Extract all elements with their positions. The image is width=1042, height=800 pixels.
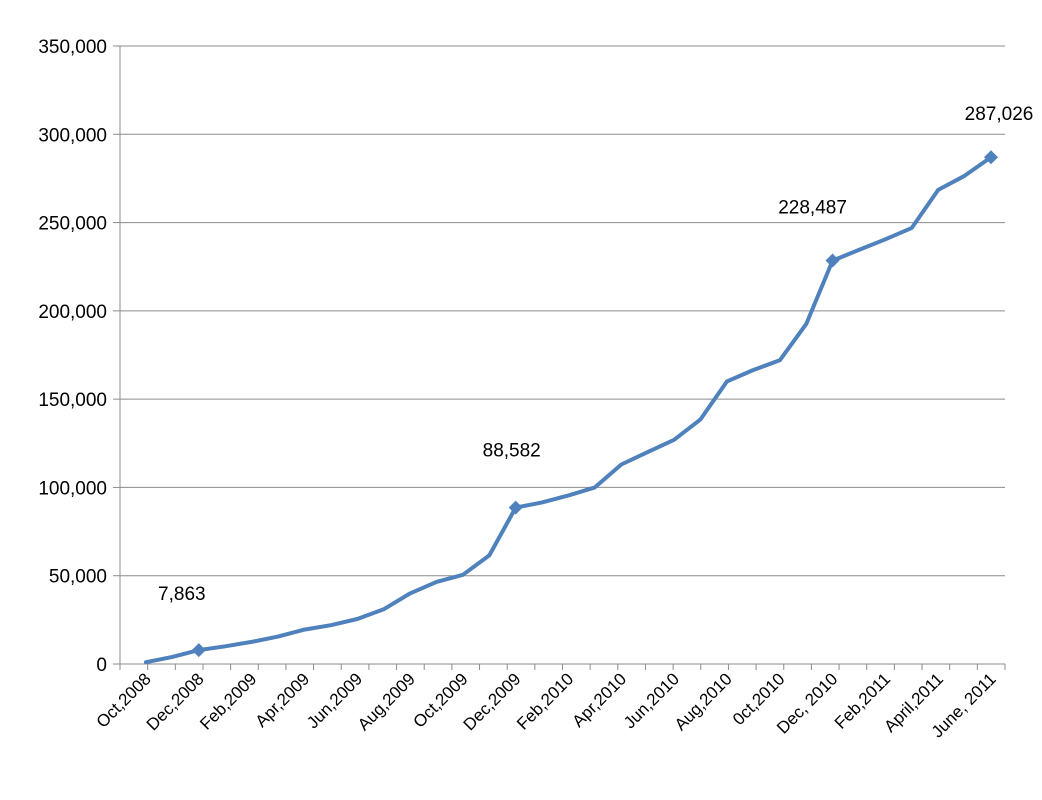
x-axis-tick-labels: Oct,2008Dec,2008Feb,2009Apr,2009Jun,2009… bbox=[93, 669, 1000, 741]
data-label: 228,487 bbox=[778, 198, 847, 219]
y-tick-label: 100,000 bbox=[38, 478, 107, 499]
y-tick-label: 0 bbox=[96, 655, 107, 676]
axes bbox=[113, 45, 1006, 670]
y-tick-label: 250,000 bbox=[38, 214, 107, 235]
series-line bbox=[144, 155, 993, 665]
x-tick-label: Apr,2009 bbox=[252, 669, 314, 731]
y-tick-label: 200,000 bbox=[38, 302, 107, 323]
data-label: 287,026 bbox=[965, 104, 1034, 125]
diamond-marker bbox=[508, 500, 523, 515]
y-tick-label: 300,000 bbox=[38, 125, 107, 146]
data-labels: 7,863 88,582 228,487 287,026 bbox=[158, 104, 1033, 605]
data-label: 7,863 bbox=[158, 584, 206, 605]
y-tick-label: 350,000 bbox=[38, 37, 107, 58]
x-tick-label: Feb,2009 bbox=[196, 669, 260, 733]
x-tick-label: Dec,2008 bbox=[143, 669, 208, 734]
diamond-marker bbox=[984, 150, 998, 165]
diamond-marker bbox=[825, 253, 840, 268]
gridlines bbox=[120, 45, 1005, 577]
y-axis-tick-labels: 0 50,000 100,000 150,000 200,000 250,000 300,0… bbox=[38, 37, 107, 676]
data-label: 88,582 bbox=[483, 441, 541, 462]
diamond-marker bbox=[191, 643, 206, 658]
y-tick-label: 150,000 bbox=[38, 390, 107, 411]
series bbox=[144, 150, 998, 665]
x-tick-label: Dec,2009 bbox=[460, 669, 525, 734]
x-tick-label: Aug,2010 bbox=[671, 669, 736, 734]
x-tick-label: Feb,2010 bbox=[513, 669, 577, 733]
x-tick-label: Aug,2009 bbox=[354, 669, 419, 734]
y-tick-label: 50,000 bbox=[49, 567, 107, 588]
x-tick-label: Apr,2010 bbox=[569, 669, 631, 731]
